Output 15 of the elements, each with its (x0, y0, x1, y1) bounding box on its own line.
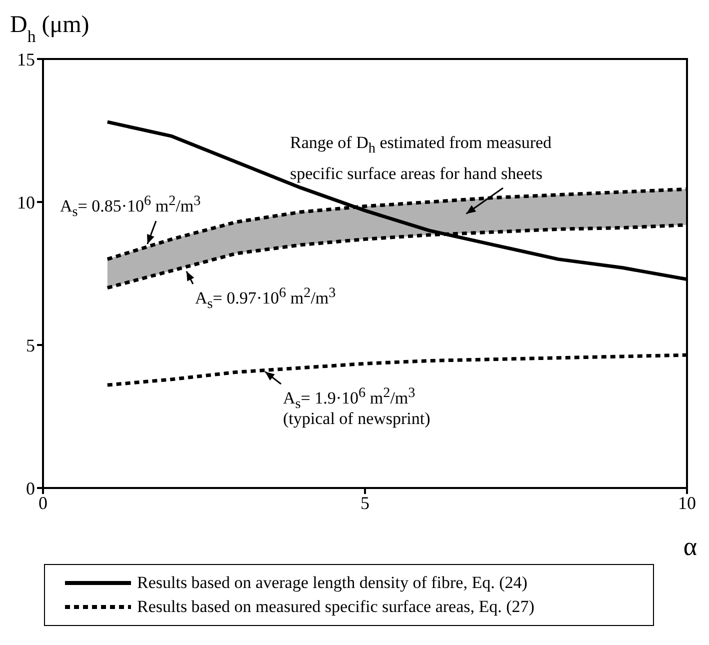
y-tick-label: 15 (17, 49, 35, 70)
y-axis-title: D$_{h}$ (μm) (10, 12, 90, 46)
annotation: A$_{s}$= 0.97·10$^{6}$ m$^{2}$/m$^{3}$ (195, 284, 337, 314)
x-tick-label: 0 (38, 492, 48, 513)
line-series (106, 353, 687, 387)
y-tick-label: 5 (26, 335, 35, 356)
y-tick-label: 0 (26, 478, 35, 498)
x-axis-title: α (682, 532, 697, 562)
legend-label: Results based on average length density of fibre, Eq. (24) (137, 573, 528, 593)
x-tick-label: 10 (678, 492, 696, 513)
x-tick-label: 5 (360, 492, 370, 513)
annotation: Range of D$_{h}$ estimated from measured specific surface areas for hand sheets (290, 132, 553, 186)
annotation: A$_{s}$= 0.85·10$^{6}$ m$^{2}$/m$^{3}$ (60, 192, 202, 222)
y-tick-label: 10 (17, 192, 35, 212)
legend-label: Results based on measured specific surface areas, Eq. (27) (137, 597, 534, 617)
